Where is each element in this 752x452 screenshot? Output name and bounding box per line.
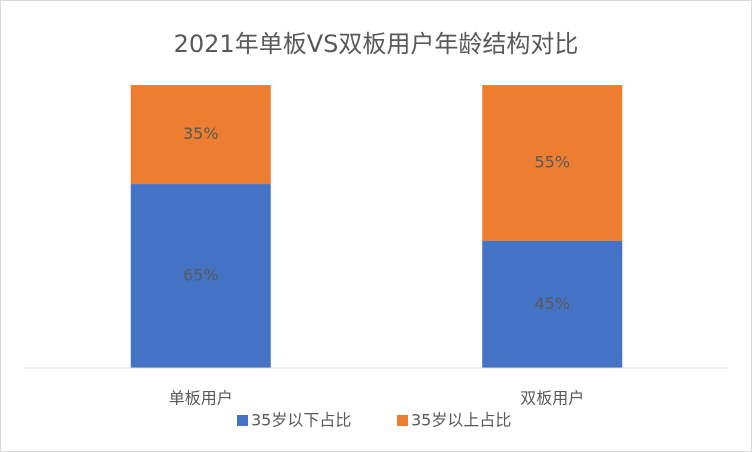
legend-label: 35岁以下占比 <box>251 411 351 430</box>
bar-segment <box>130 184 271 368</box>
data-label: 65% <box>183 266 219 285</box>
legend-swatch <box>237 415 248 426</box>
bar-segment <box>482 240 623 368</box>
data-label: 35% <box>183 124 219 143</box>
bar-segment <box>130 85 271 185</box>
legend-swatch <box>397 415 408 426</box>
x-tick-label: 双板用户 <box>520 389 584 408</box>
x-tick-label: 单板用户 <box>169 389 233 408</box>
chart-title: 2021年单板VS双板用户年龄结构对比 <box>174 30 579 58</box>
bar-segment <box>482 85 623 241</box>
data-label: 45% <box>534 294 570 313</box>
data-label: 55% <box>534 152 570 171</box>
legend-label: 35岁以上占比 <box>411 411 511 430</box>
